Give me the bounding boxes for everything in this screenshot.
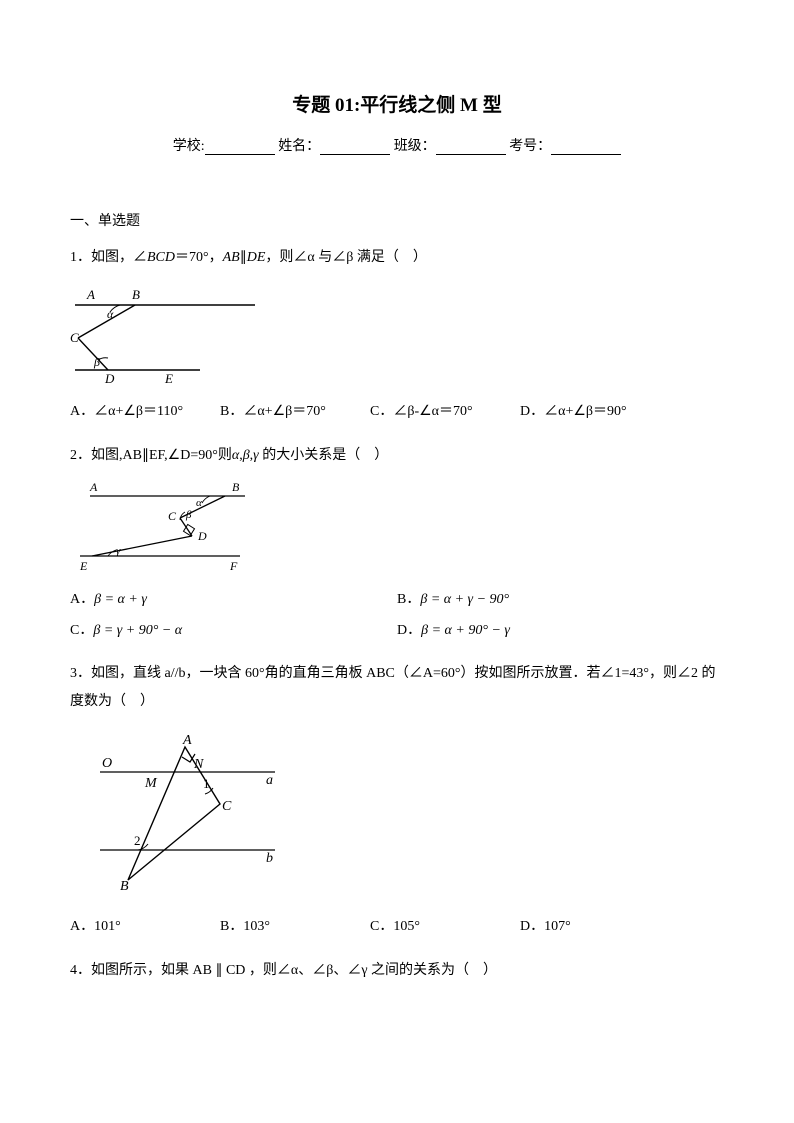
q2-optA: A．β = α + γ bbox=[70, 585, 397, 616]
q1-text: DE bbox=[247, 250, 266, 265]
svg-text:A: A bbox=[86, 287, 95, 302]
q1-optC: C．∠β-∠α＝70° bbox=[370, 397, 520, 428]
svg-text:b: b bbox=[266, 851, 273, 866]
svg-text:A: A bbox=[89, 480, 98, 494]
q1-text: ＝70°， bbox=[175, 250, 223, 265]
school-label: 学校: bbox=[173, 139, 205, 154]
section-header: 一、单选题 bbox=[70, 210, 724, 230]
q1-text: BCD bbox=[147, 250, 175, 265]
q1-optA: A．∠α+∠β＝110° bbox=[70, 397, 220, 428]
q1-options: A．∠α+∠β＝110° B．∠α+∠β＝70° C．∠β-∠α＝70° D．∠… bbox=[70, 397, 724, 428]
q3-optB: B．103° bbox=[220, 912, 370, 943]
svg-text:α: α bbox=[196, 497, 202, 509]
svg-text:β: β bbox=[93, 355, 100, 369]
svg-text:γ: γ bbox=[116, 545, 121, 557]
svg-text:1: 1 bbox=[203, 776, 210, 791]
class-blank bbox=[436, 139, 506, 155]
q2-text: β bbox=[243, 448, 250, 463]
question-2: 2．如图,AB∥EF,∠D=90°则α,β,γ 的大小关系是（ ） A B C … bbox=[70, 442, 724, 647]
svg-text:C: C bbox=[222, 799, 232, 814]
q1-text: AB bbox=[223, 250, 240, 265]
page-title: 专题 01:平行线之侧 M 型 bbox=[70, 90, 724, 117]
q1-text: 1．如图，∠ bbox=[70, 250, 147, 265]
class-label: 班级： bbox=[394, 139, 436, 154]
svg-text:C: C bbox=[168, 509, 177, 523]
svg-text:E: E bbox=[79, 559, 88, 573]
q3-options: A．101° B．103° C．105° D．107° bbox=[70, 912, 724, 943]
exam-label: 考号： bbox=[509, 139, 551, 154]
svg-text:β: β bbox=[185, 509, 192, 521]
q2-text: 的大小关系是（ ） bbox=[259, 448, 389, 463]
name-label: 姓名： bbox=[278, 139, 320, 154]
svg-text:α: α bbox=[107, 307, 114, 321]
name-blank bbox=[320, 139, 390, 155]
q3-figure: O A N M a b B C 1 2 bbox=[90, 732, 724, 892]
q1-text: ∥ bbox=[240, 250, 247, 265]
q2-optB: B．β = α + γ − 90° bbox=[397, 585, 724, 616]
q3-optA: A．101° bbox=[70, 912, 220, 943]
svg-text:O: O bbox=[102, 756, 112, 771]
svg-text:B: B bbox=[132, 287, 140, 302]
svg-text:2: 2 bbox=[134, 833, 141, 848]
svg-text:D: D bbox=[197, 529, 207, 543]
svg-text:B: B bbox=[120, 879, 129, 892]
q1-optD: D．∠α+∠β＝90° bbox=[520, 397, 670, 428]
school-blank bbox=[205, 139, 275, 155]
q1-stem: 1．如图，∠BCD＝70°，AB∥DE，则∠α 与∠β 满足（ ） bbox=[70, 244, 724, 272]
svg-text:N: N bbox=[193, 757, 204, 772]
q3-optD: D．107° bbox=[520, 912, 670, 943]
q3-optC: C．105° bbox=[370, 912, 520, 943]
q3-stem: 3．如图，直线 a//b，一块含 60°角的直角三角板 ABC（∠A=60°）按… bbox=[70, 660, 724, 716]
q2-text: 2．如图,AB∥EF,∠D=90°则 bbox=[70, 448, 232, 463]
svg-text:a: a bbox=[266, 773, 273, 788]
svg-text:C: C bbox=[70, 330, 79, 345]
svg-text:E: E bbox=[164, 371, 173, 385]
q2-stem: 2．如图,AB∥EF,∠D=90°则α,β,γ 的大小关系是（ ） bbox=[70, 442, 724, 470]
q4-stem: 4．如图所示，如果 AB ∥ CD ，则∠α、∠β、∠γ 之间的关系为（ ） bbox=[70, 957, 724, 985]
svg-text:D: D bbox=[104, 371, 115, 385]
question-1: 1．如图，∠BCD＝70°，AB∥DE，则∠α 与∠β 满足（ ） A B C … bbox=[70, 244, 724, 428]
exam-blank bbox=[551, 139, 621, 155]
question-4: 4．如图所示，如果 AB ∥ CD ，则∠α、∠β、∠γ 之间的关系为（ ） bbox=[70, 957, 724, 985]
q2-optC: C．β = γ + 90° − α bbox=[70, 616, 397, 647]
q1-optB: B．∠α+∠β＝70° bbox=[220, 397, 370, 428]
q2-options: A．β = α + γ B．β = α + γ − 90° C．β = γ + … bbox=[70, 585, 724, 647]
svg-text:M: M bbox=[144, 776, 158, 791]
svg-text:A: A bbox=[182, 733, 192, 748]
q2-optD: D．β = α + 90° − γ bbox=[397, 616, 724, 647]
q2-figure: A B C D E F α β γ bbox=[70, 478, 724, 573]
question-3: 3．如图，直线 a//b，一块含 60°角的直角三角板 ABC（∠A=60°）按… bbox=[70, 660, 724, 943]
q1-text: ，则∠α 与∠β 满足（ ） bbox=[265, 250, 426, 265]
header-fields: 学校: 姓名： 班级： 考号： bbox=[70, 135, 724, 155]
svg-text:B: B bbox=[232, 480, 240, 494]
svg-text:F: F bbox=[229, 559, 238, 573]
q1-figure: A B C D E α β bbox=[70, 280, 724, 385]
